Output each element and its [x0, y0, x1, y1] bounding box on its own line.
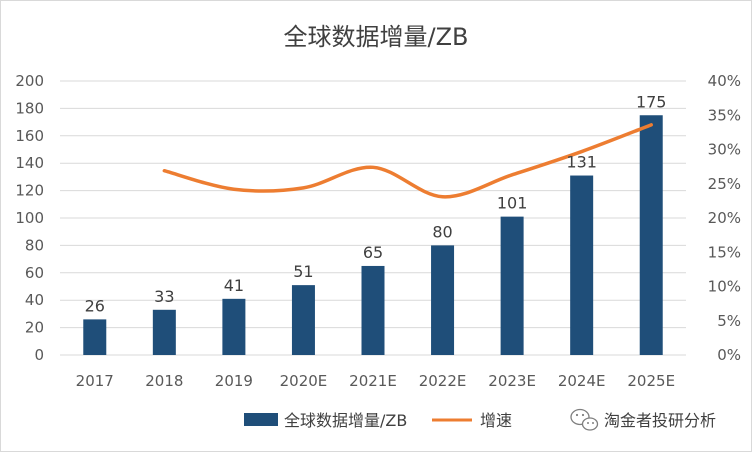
bar: [361, 265, 385, 355]
y-right-tick-label: 30%: [708, 141, 741, 159]
bar: [570, 175, 594, 355]
bar-data-label: 65: [363, 243, 383, 262]
bar-data-label: 175: [636, 92, 667, 111]
bar: [152, 309, 176, 355]
x-tick-label: 2025E: [627, 372, 675, 390]
y-right-tick-label: 10%: [708, 278, 741, 296]
x-axis: 2017 2018 2019 2020E 2021E 2022E 2023E 2024E 202…: [76, 372, 675, 390]
bar-data-label: 33: [154, 287, 174, 306]
y-right-tick-label: 0%: [717, 346, 741, 364]
y-left-tick-label: 60: [25, 264, 44, 282]
x-tick-label: 2021E: [349, 372, 397, 390]
legend: 全球数据增量/ZB 增速: [244, 411, 512, 430]
legend-label-line: 增速: [480, 411, 512, 430]
watermark-text: 淘金者投研分析: [604, 411, 716, 430]
y-axis-right: 0% 5% 10% 15% 20% 25% 30% 35% 40%: [708, 72, 741, 364]
x-tick-label: 2019: [215, 372, 253, 390]
data-labels: 26 33 41 51 65 80 101 131 175: [85, 92, 667, 315]
y-left-tick-label: 0: [34, 346, 44, 364]
growth-rate-line: [162, 123, 653, 199]
bar-data-label: 41: [224, 276, 244, 295]
y-left-tick-label: 40: [25, 291, 44, 309]
bar-data-label: 131: [566, 153, 597, 172]
watermark: 淘金者投研分析: [570, 408, 716, 431]
y-right-tick-label: 35%: [708, 106, 741, 124]
y-right-tick-label: 5%: [717, 312, 741, 330]
y-left-tick-label: 140: [15, 154, 44, 172]
y-axis-left: 0 20 40 60 80 100 120 140 160 180 200: [15, 72, 44, 364]
bar: [222, 298, 246, 355]
chart-title: 全球数据增量/ZB: [284, 23, 469, 51]
bar: [291, 285, 315, 355]
y-right-tick-label: 25%: [708, 175, 741, 193]
x-tick-label: 2020E: [280, 372, 328, 390]
y-left-tick-label: 120: [15, 182, 44, 200]
wechat-icon: [570, 408, 599, 431]
y-right-tick-label: 15%: [708, 243, 741, 261]
y-left-tick-label: 100: [15, 209, 44, 227]
bar-data-label: 51: [293, 262, 313, 281]
y-left-tick-label: 20: [25, 319, 44, 337]
y-right-tick-label: 20%: [708, 209, 741, 227]
x-tick-label: 2024E: [558, 372, 606, 390]
line-series: [162, 123, 653, 199]
y-left-tick-label: 180: [15, 99, 44, 117]
y-left-tick-label: 160: [15, 127, 44, 145]
x-tick-label: 2022E: [419, 372, 467, 390]
y-right-tick-label: 40%: [708, 72, 741, 90]
bar: [83, 319, 107, 355]
y-left-tick-label: 200: [15, 72, 44, 90]
x-tick-label: 2023E: [488, 372, 536, 390]
y-left-tick-label: 80: [25, 236, 44, 254]
bar: [431, 245, 455, 355]
bar: [500, 216, 524, 355]
bar: [639, 115, 663, 355]
bar-data-label: 101: [497, 194, 528, 213]
x-tick-label: 2017: [76, 372, 114, 390]
legend-swatch-bar: [244, 413, 278, 426]
x-tick-label: 2018: [145, 372, 183, 390]
bar-data-label: 80: [432, 222, 452, 241]
bar-data-label: 26: [85, 296, 105, 315]
legend-label-bar: 全球数据增量/ZB: [284, 411, 407, 430]
bar-series: [83, 115, 663, 355]
